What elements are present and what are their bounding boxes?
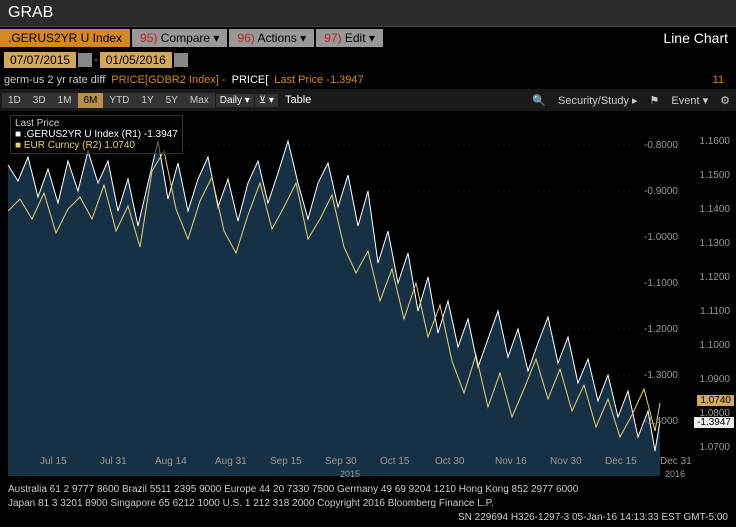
flag-icon[interactable]: ⚑ — [646, 93, 664, 108]
gear-icon[interactable]: ⚙ — [716, 93, 734, 108]
footer-line-3: SN 229694 H326-1297-3 05-Jan-16 14:13:33… — [8, 511, 728, 525]
r2-tick: 1.1600 — [699, 136, 730, 147]
timeframe-1y[interactable]: 1Y — [135, 93, 159, 108]
r2-tick: 1.1100 — [700, 306, 730, 317]
timeframe-5y[interactable]: 5Y — [160, 93, 184, 108]
x-tick: Oct 15 — [380, 456, 409, 467]
timeframe-1m[interactable]: 1M — [52, 93, 78, 108]
search-icon[interactable]: 🔍 — [528, 93, 550, 108]
count-label: 11 — [713, 74, 732, 86]
r2-tick: 1.1200 — [699, 272, 730, 283]
x-tick: Jul 31 — [100, 456, 127, 467]
chart-type-label: Line Chart — [663, 30, 736, 46]
footer-line-2: Japan 81 3 3201 8900 Singapore 65 6212 1… — [8, 497, 728, 511]
r2-tick: 1.0900 — [699, 374, 730, 385]
x-tick: Oct 30 — [435, 456, 464, 467]
footer-line-1: Australia 61 2 9777 8600 Brazil 5511 239… — [8, 483, 728, 497]
price-formula-2: PRICE[ — [232, 74, 269, 86]
footer: Australia 61 2 9777 8600 Brazil 5511 239… — [0, 481, 736, 527]
r1-tick: -1.0000 — [644, 232, 678, 243]
r1-tick: -0.9000 — [644, 186, 678, 197]
r2-tick: 1.1400 — [699, 204, 730, 215]
toolbar: 1D3D1M6MYTD1Y5YMax Daily ▾ ⊻ ▾ Table 🔍 S… — [0, 89, 736, 111]
date-separator: - — [94, 54, 98, 66]
calendar-icon[interactable] — [78, 53, 92, 67]
r2-tick: 1.1500 — [699, 170, 730, 181]
callout-series-1: -1.3947 — [694, 417, 734, 428]
x-tick: Dec 15 — [605, 456, 637, 467]
table-link[interactable]: Table — [285, 94, 311, 106]
r1-tick: -1.4000 — [644, 416, 678, 427]
r2-tick: 1.1300 — [699, 238, 730, 249]
window-title: GRAB — [0, 0, 736, 27]
x-tick: Nov 30 — [550, 456, 582, 467]
x-tick: Aug 14 — [155, 456, 187, 467]
chart-svg — [0, 111, 736, 481]
x-tick: Dec 31 — [660, 456, 692, 467]
function-bar: .GERUS2YR U Index 95) Compare ▾ 96) Acti… — [0, 27, 736, 49]
edit-button[interactable]: 97) Edit ▾ — [316, 29, 383, 47]
legend-series-2: ■ EUR Curncy (R2) 1.0740 — [15, 140, 178, 151]
r1-tick: -1.2000 — [644, 324, 678, 335]
r2-tick: 1.0700 — [699, 442, 730, 453]
timeframe-1d[interactable]: 1D — [2, 93, 27, 108]
frequency-select[interactable]: Daily ▾ — [216, 94, 254, 107]
timeframe-6m[interactable]: 6M — [78, 93, 104, 108]
callout-series-2: 1.0740 — [697, 395, 734, 406]
event-button[interactable]: Event ▾ — [667, 93, 712, 108]
x-tick: Sep 15 — [270, 456, 302, 467]
compare-button[interactable]: 95) Compare ▾ — [132, 29, 227, 47]
x-tick: Nov 16 — [495, 456, 527, 467]
timeframe-3d[interactable]: 3D — [27, 93, 52, 108]
x-year: 2016 — [665, 469, 685, 479]
info-bar: germ-us 2 yr rate diff PRICE[GDBR2 Index… — [0, 71, 736, 89]
legend-series-1: ■ .GERUS2YR U Index (R1) -1.3947 — [15, 129, 178, 140]
security-study-button[interactable]: Security/Study ▸ — [554, 93, 642, 108]
r1-tick: -1.1000 — [644, 278, 678, 289]
date-from-input[interactable]: 07/07/2015 — [4, 52, 76, 68]
series-description: germ-us 2 yr rate diff — [4, 74, 105, 86]
calendar-icon[interactable] — [174, 53, 188, 67]
legend-header: Last Price — [15, 118, 178, 129]
chart-style-select[interactable]: ⊻ ▾ — [255, 94, 278, 107]
chart-canvas[interactable]: Last Price ■ .GERUS2YR U Index (R1) -1.3… — [0, 111, 736, 481]
price-formula-1: PRICE[GDBR2 Index] - — [111, 74, 225, 86]
r2-tick: 1.1000 — [699, 340, 730, 351]
ticker-symbol: .GERUS2YR U Index — [0, 29, 130, 47]
x-tick: Jul 15 — [40, 456, 67, 467]
date-range-bar: 07/07/2015 - 01/05/2016 — [0, 49, 736, 71]
x-tick: Aug 31 — [215, 456, 247, 467]
timeframe-ytd[interactable]: YTD — [103, 93, 135, 108]
timeframe-max[interactable]: Max — [184, 93, 215, 108]
x-tick: Sep 30 — [325, 456, 357, 467]
legend-box: Last Price ■ .GERUS2YR U Index (R1) -1.3… — [10, 115, 183, 154]
last-price-label: Last Price -1.3947 — [274, 74, 363, 86]
actions-button[interactable]: 96) Actions ▾ — [229, 29, 314, 47]
x-year: 2015 — [340, 469, 360, 479]
r1-tick: -1.3000 — [644, 370, 678, 381]
date-to-input[interactable]: 01/05/2016 — [100, 52, 172, 68]
r1-tick: -0.8000 — [644, 140, 678, 151]
